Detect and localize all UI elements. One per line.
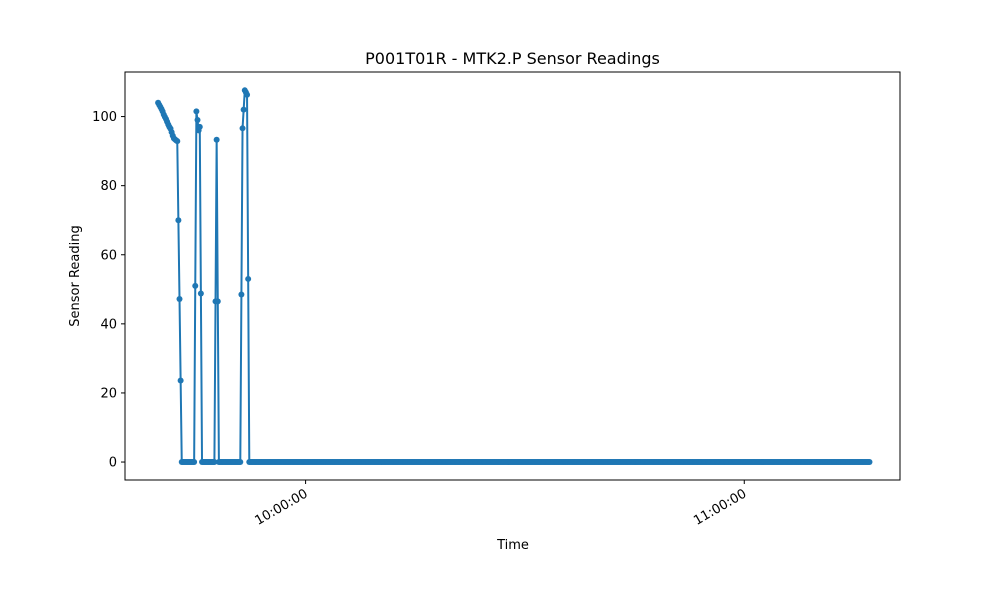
data-point bbox=[866, 459, 873, 466]
data-point bbox=[192, 282, 199, 289]
y-tick-label: 60 bbox=[100, 248, 117, 263]
chart-title: P001T01R - MTK2.P Sensor Readings bbox=[365, 49, 660, 68]
data-point bbox=[193, 108, 200, 115]
data-point bbox=[191, 459, 198, 466]
y-tick-label: 100 bbox=[92, 110, 117, 125]
y-tick-label: 40 bbox=[100, 317, 117, 332]
data-point bbox=[237, 459, 244, 466]
data-point bbox=[194, 117, 201, 124]
data-point bbox=[240, 106, 247, 113]
data-point bbox=[197, 290, 204, 297]
y-tick-label: 20 bbox=[100, 386, 117, 401]
data-point bbox=[177, 377, 184, 384]
plot-area bbox=[155, 87, 873, 466]
plot-frame bbox=[124, 71, 901, 481]
data-point bbox=[174, 138, 181, 145]
y-axis-label: Sensor Reading bbox=[68, 225, 83, 326]
data-point bbox=[175, 217, 182, 224]
data-point bbox=[196, 123, 203, 130]
data-point bbox=[213, 136, 220, 143]
y-tick-label: 0 bbox=[109, 456, 117, 471]
data-point bbox=[211, 459, 218, 466]
data-point bbox=[238, 291, 245, 298]
data-point bbox=[244, 91, 251, 98]
data-point bbox=[245, 275, 252, 282]
x-axis-label: Time bbox=[496, 538, 529, 553]
data-point bbox=[239, 125, 246, 132]
data-point bbox=[176, 295, 183, 302]
data-point bbox=[214, 298, 221, 305]
series-markers bbox=[155, 87, 873, 466]
y-tick-label: 80 bbox=[100, 179, 117, 194]
y-axis: 0 20 40 60 80 100 bbox=[92, 110, 125, 471]
